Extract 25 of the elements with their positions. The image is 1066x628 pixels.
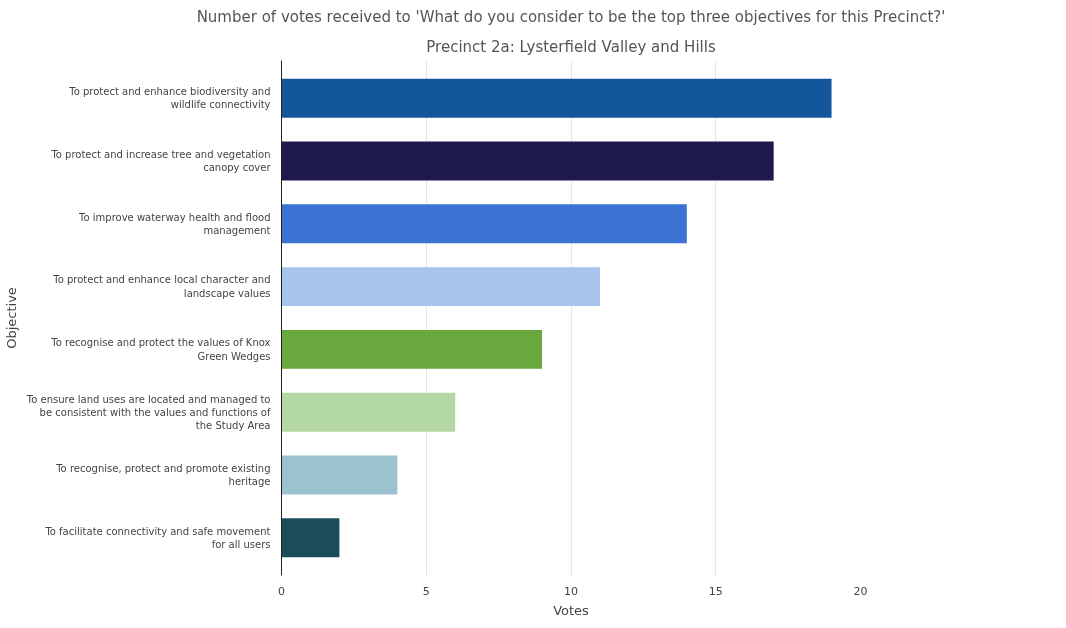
chart-subtitle: Precinct 2a: Lysterfield Valley and Hills <box>426 37 716 56</box>
x-axis-title: Votes <box>553 602 590 618</box>
y-tick-label: To protect and enhance local character and landscape values <box>52 274 271 299</box>
bar <box>281 455 398 495</box>
x-tick-label: 0 <box>278 584 285 598</box>
y-tick-label: To protect and increase tree and vegetation canopy cover <box>50 148 272 174</box>
bar <box>281 267 600 307</box>
bar <box>281 204 687 244</box>
y-tick-label: To improve waterway health and flood management <box>78 211 271 236</box>
bar <box>281 329 543 369</box>
bar <box>281 141 774 181</box>
y-tick-label: To recognise, protect and promote existing heritage <box>55 462 271 488</box>
y-tick-label: To protect and enhance biodiversity and wildlife connectivity <box>68 86 271 111</box>
y-tick-label: To ensure land uses are located and managed to be consistent with the values and functions of the Study Area <box>25 393 271 431</box>
x-tick-label: 5 <box>422 584 430 598</box>
x-tick-label: 10 <box>564 584 578 598</box>
y-axis-title: Objective <box>3 287 19 349</box>
bar <box>281 518 340 558</box>
x-tick-label: 20 <box>853 584 868 598</box>
y-tick-label: To facilitate connectivity and safe movement for all users <box>44 525 271 550</box>
chart-title: Number of votes received to 'What do you consider to be the top three objectives for this Precinct?' <box>196 7 946 26</box>
y-tick-label: To recognise and protect the values of Knox Green Wedges <box>50 337 271 362</box>
x-tick-label: 15 <box>708 584 723 598</box>
bar <box>281 78 832 118</box>
bar <box>281 392 456 432</box>
